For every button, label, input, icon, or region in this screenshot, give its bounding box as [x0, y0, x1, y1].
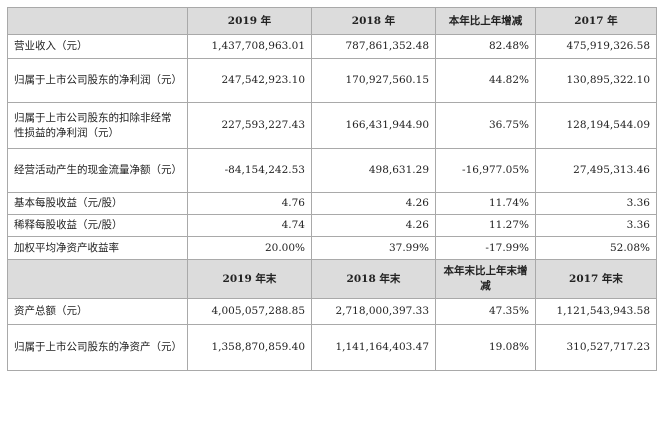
- row-label: 基本每股收益（元/股）: [7, 192, 188, 215]
- cell-2017-year-end: 310,527,717.23: [535, 324, 657, 371]
- header-corner-cell: [7, 259, 188, 299]
- row-label: 稀释每股收益（元/股）: [7, 214, 188, 237]
- cell-change: 44.82%: [435, 58, 536, 103]
- row-label: 归属于上市公司股东的净利润（元）: [7, 58, 188, 103]
- row-label: 资产总额（元）: [7, 298, 188, 325]
- row-label: 经营活动产生的现金流量净额（元）: [7, 148, 188, 193]
- cell-2017: 52.08%: [535, 236, 657, 260]
- cell-change: 82.48%: [435, 34, 536, 59]
- cell-2019: 1,437,708,963.01: [187, 34, 312, 59]
- cell-change: 11.27%: [435, 214, 536, 237]
- table-row: 归属于上市公司股东的净利润（元） 247,542,923.10 170,927,…: [7, 58, 657, 103]
- header-2018: 2018 年: [311, 7, 436, 35]
- table-row: 归属于上市公司股东的扣除非经常性损益的净利润（元） 227,593,227.43…: [7, 102, 657, 149]
- cell-2017: 130,895,322.10: [535, 58, 657, 103]
- financial-summary-table: 2019 年 2018 年 本年比上年增减 2017 年 营业收入（元） 1,4…: [7, 7, 657, 371]
- header-year-end-change: 本年末比上年末增减: [435, 259, 536, 299]
- header-2017: 2017 年: [535, 7, 657, 35]
- cell-2018: 170,927,560.15: [311, 58, 436, 103]
- table-row: 稀释每股收益（元/股） 4.74 4.26 11.27% 3.36: [7, 214, 657, 237]
- table-row: 营业收入（元） 1,437,708,963.01 787,861,352.48 …: [7, 34, 657, 59]
- cell-2018: 4.26: [311, 192, 436, 215]
- header-row-year-end: 2019 年末 2018 年末 本年末比上年末增减 2017 年末: [7, 259, 657, 299]
- cell-2018: 166,431,944.90: [311, 102, 436, 149]
- table-row: 加权平均净资产收益率 20.00% 37.99% -17.99% 52.08%: [7, 236, 657, 260]
- cell-2019: -84,154,242.53: [187, 148, 312, 193]
- row-label: 营业收入（元）: [7, 34, 188, 59]
- cell-2017: 128,194,544.09: [535, 102, 657, 149]
- row-label: 归属于上市公司股东的扣除非经常性损益的净利润（元）: [7, 102, 188, 149]
- cell-change: -16,977.05%: [435, 148, 536, 193]
- table-row: 资产总额（元） 4,005,057,288.85 2,718,000,397.3…: [7, 298, 657, 325]
- cell-change: -17.99%: [435, 236, 536, 260]
- cell-2018-year-end: 1,141,164,403.47: [311, 324, 436, 371]
- cell-2019: 247,542,923.10: [187, 58, 312, 103]
- cell-2017: 3.36: [535, 214, 657, 237]
- table-row: 经营活动产生的现金流量净额（元） -84,154,242.53 498,631.…: [7, 148, 657, 193]
- cell-2017-year-end: 1,121,543,943.58: [535, 298, 657, 325]
- header-2019-year-end: 2019 年末: [187, 259, 312, 299]
- cell-2017: 3.36: [535, 192, 657, 215]
- cell-2018: 37.99%: [311, 236, 436, 260]
- table-row: 基本每股收益（元/股） 4.76 4.26 11.74% 3.36: [7, 192, 657, 215]
- cell-2018: 787,861,352.48: [311, 34, 436, 59]
- cell-2019-year-end: 1,358,870,859.40: [187, 324, 312, 371]
- cell-2019: 4.74: [187, 214, 312, 237]
- row-label: 加权平均净资产收益率: [7, 236, 188, 260]
- cell-change: 11.74%: [435, 192, 536, 215]
- cell-2017: 475,919,326.58: [535, 34, 657, 59]
- cell-2019: 227,593,227.43: [187, 102, 312, 149]
- header-yoy-change: 本年比上年增减: [435, 7, 536, 35]
- header-2019: 2019 年: [187, 7, 312, 35]
- header-2017-year-end: 2017 年末: [535, 259, 657, 299]
- row-label: 归属于上市公司股东的净资产（元）: [7, 324, 188, 371]
- cell-2018-year-end: 2,718,000,397.33: [311, 298, 436, 325]
- header-row-annual: 2019 年 2018 年 本年比上年增减 2017 年: [7, 7, 657, 35]
- header-2018-year-end: 2018 年末: [311, 259, 436, 299]
- table-row: 归属于上市公司股东的净资产（元） 1,358,870,859.40 1,141,…: [7, 324, 657, 371]
- cell-change: 47.35%: [435, 298, 536, 325]
- header-corner-cell: [7, 7, 188, 35]
- cell-2018: 498,631.29: [311, 148, 436, 193]
- cell-2019-year-end: 4,005,057,288.85: [187, 298, 312, 325]
- cell-2019: 4.76: [187, 192, 312, 215]
- cell-2017: 27,495,313.46: [535, 148, 657, 193]
- cell-2019: 20.00%: [187, 236, 312, 260]
- cell-2018: 4.26: [311, 214, 436, 237]
- cell-change: 19.08%: [435, 324, 536, 371]
- cell-change: 36.75%: [435, 102, 536, 149]
